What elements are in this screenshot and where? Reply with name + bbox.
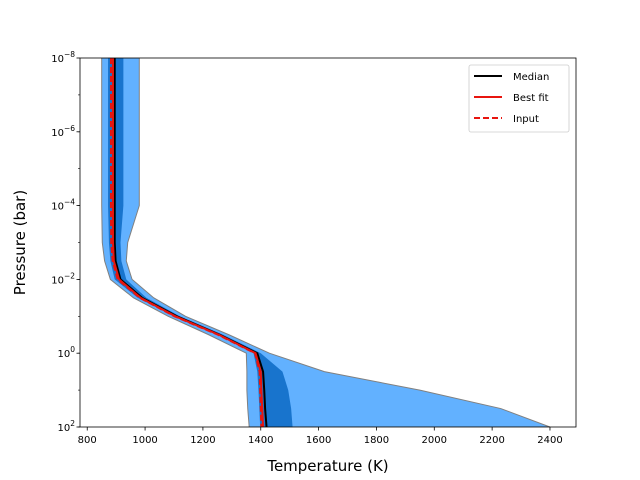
legend-label-input: Input: [513, 114, 539, 125]
x-tick-label: 1400: [248, 435, 273, 446]
y-tick-label: 102: [57, 419, 75, 434]
band-2-sigma: [101, 58, 551, 427]
series-line-input: [109, 58, 263, 427]
y-tick-label: 100: [57, 345, 75, 360]
y-tick-label: 10−6: [51, 124, 75, 139]
x-tick-label: 1200: [190, 435, 215, 446]
y-tick-label: 10−2: [51, 271, 75, 286]
y-tick-label: 10−4: [51, 198, 75, 213]
legend-label-best-fit: Best fit: [513, 93, 549, 104]
x-tick-label: 2000: [422, 435, 447, 446]
x-axis-label: Temperature (K): [266, 457, 388, 475]
x-tick-label: 800: [78, 435, 97, 446]
band-1-sigma: [108, 58, 293, 427]
legend-box: [468, 64, 570, 133]
x-tick-label: 2200: [479, 435, 504, 446]
legend: Median Best fit Input: [468, 64, 570, 133]
x-tick-label: 2400: [537, 435, 562, 446]
x-tick-label: 1000: [132, 435, 157, 446]
x-tick-label: 1600: [306, 435, 331, 446]
y-tick-label: 10−8: [51, 50, 75, 65]
x-tick-label: 1800: [364, 435, 389, 446]
legend-label-median: Median: [513, 72, 549, 83]
plot-area: 800 1000 1200 1400 1600 1800 2000 2200 2400 102 10…: [11, 50, 577, 475]
y-axis-label: Pressure (bar): [11, 190, 29, 295]
